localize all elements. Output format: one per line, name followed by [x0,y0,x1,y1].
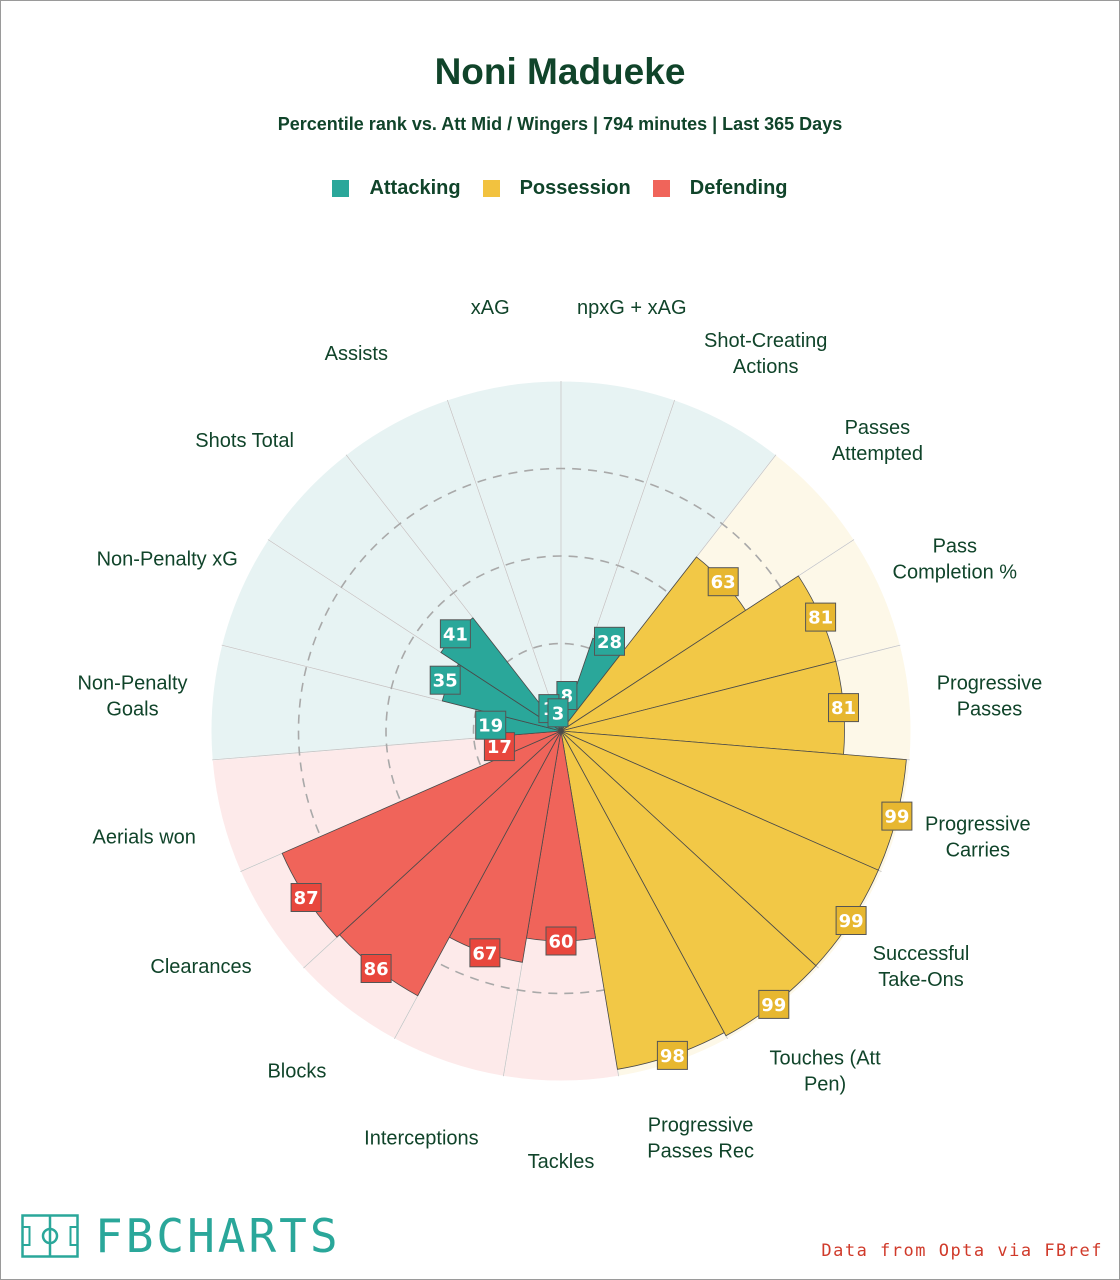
value-label-progressive-carries: 99 [881,801,913,831]
legend-label-attacking: Attacking [369,177,461,199]
value-text-xag: 3 [552,703,565,724]
value-label-non-penalty-xg: 35 [429,665,461,695]
radial-divider [446,399,562,732]
brand-text: FBCHARTS [95,1209,341,1263]
category-label-xag: xAG [471,297,510,319]
value-label-progressive-passes: 81 [828,693,859,723]
value-label-aerials-won: 17 [483,732,515,762]
value-box-progressive-passes [828,693,859,723]
value-text-tackles: 60 [548,932,573,953]
category-label-shots-total: Shots Total [195,430,294,452]
value-box-non-penalty-goals [475,710,507,740]
value-text-interceptions: 67 [472,943,497,964]
value-text-blocks: 86 [364,959,389,980]
category-label-npxg-xag: npxG + xAG [577,297,687,319]
value-box-xag [547,698,569,728]
value-label-passes-attempted: 63 [707,567,739,597]
value-box-shot-creating-actions [594,626,625,656]
value-box-blocks [360,954,392,983]
value-label-blocks: 86 [360,954,392,983]
brand-logo: FBCHARTS [21,1213,341,1259]
value-box-touches-att-pen [758,989,790,1019]
value-label-shots-total: 41 [439,619,471,649]
value-box-tackles [545,926,577,956]
category-label-progressive-passes: Progressive Passes [937,673,1043,721]
value-text-progressive-carries: 99 [884,807,909,828]
legend: Attacking Possession Defending [1,177,1119,200]
category-label-progressive-carries: Progressive Carries [925,814,1031,862]
category-label-clearances: Clearances [150,956,251,978]
category-label-touches-att-pen: Touches (Att Pen) [770,1047,882,1095]
legend-swatch-possession [482,180,500,197]
legend-item-attacking: Attacking [332,177,461,200]
category-label-pass-completion: Pass Completion % [893,535,1018,583]
value-text-touches-att-pen: 99 [761,995,786,1016]
value-text-aerials-won: 17 [487,737,512,758]
category-label-tackles: Tackles [528,1151,595,1173]
value-text-non-penalty-xg: 35 [433,671,458,692]
legend-label-possession: Possession [519,177,631,199]
value-label-xag: 3 [547,698,569,728]
value-label-tackles: 60 [545,926,577,956]
category-label-interceptions: Interceptions [364,1128,479,1150]
value-box-non-penalty-xg [429,665,461,695]
legend-swatch-defending [652,180,670,197]
category-label-successful-take-ons: Successful Take-Ons [873,943,970,991]
value-text-shots-total: 41 [443,624,468,645]
legend-label-defending: Defending [689,177,788,199]
value-label-pass-completion: 81 [805,602,837,632]
chart-title: Noni Madueke [434,51,686,92]
legend-item-defending: Defending [652,177,788,200]
value-text-progressive-passes: 81 [831,698,856,719]
value-box-clearances [290,883,322,912]
pitch-icon [21,1214,79,1258]
value-label-clearances: 87 [290,883,322,912]
legend-swatch-attacking [332,180,350,197]
category-label-progressive-passes-rec: Progressive Passes Rec [647,1115,754,1163]
value-box-progressive-carries [881,801,913,831]
value-label-progressive-passes-rec: 98 [656,1040,688,1070]
value-label-touches-att-pen: 99 [758,989,790,1019]
value-box-shots-total [439,619,471,649]
value-label-successful-take-ons: 99 [835,906,867,935]
value-text-shot-creating-actions: 28 [597,632,622,653]
value-labels: 82863818199999998606786871719354113 [290,567,913,1070]
value-text-non-penalty-goals: 19 [478,716,503,737]
chart-subtitle: Percentile rank vs. Att Mid / Wingers | … [277,114,843,134]
category-label-aerials-won: Aerials won [93,827,196,849]
value-text-pass-completion: 81 [808,608,833,629]
value-box-interceptions [469,938,501,968]
value-label-interceptions: 67 [469,938,501,968]
value-box-pass-completion [805,602,837,632]
value-text-passes-attempted: 63 [711,572,736,593]
value-box-progressive-passes-rec [656,1040,688,1070]
data-credit: Data from Opta via FBref [821,1241,1103,1261]
category-label-non-penalty-xg: Non-Penalty xG [97,548,238,570]
category-label-blocks: Blocks [267,1060,326,1082]
legend-item-possession: Possession [482,177,631,200]
category-label-shot-creating-actions: Shot-Creating Actions [704,330,827,378]
value-label-shot-creating-actions: 28 [594,626,625,656]
value-box-successful-take-ons [835,906,867,935]
category-label-passes-attempted: Passes Attempted [832,417,923,465]
category-label-non-penalty-goals: Non-Penalty Goals [77,673,187,721]
category-label-assists: Assists [325,343,388,365]
value-text-progressive-passes-rec: 98 [660,1046,685,1067]
value-text-successful-take-ons: 99 [839,911,864,932]
value-text-clearances: 87 [294,888,319,909]
value-bars [281,556,907,1070]
value-label-non-penalty-goals: 19 [475,710,507,740]
value-box-passes-attempted [707,567,739,597]
